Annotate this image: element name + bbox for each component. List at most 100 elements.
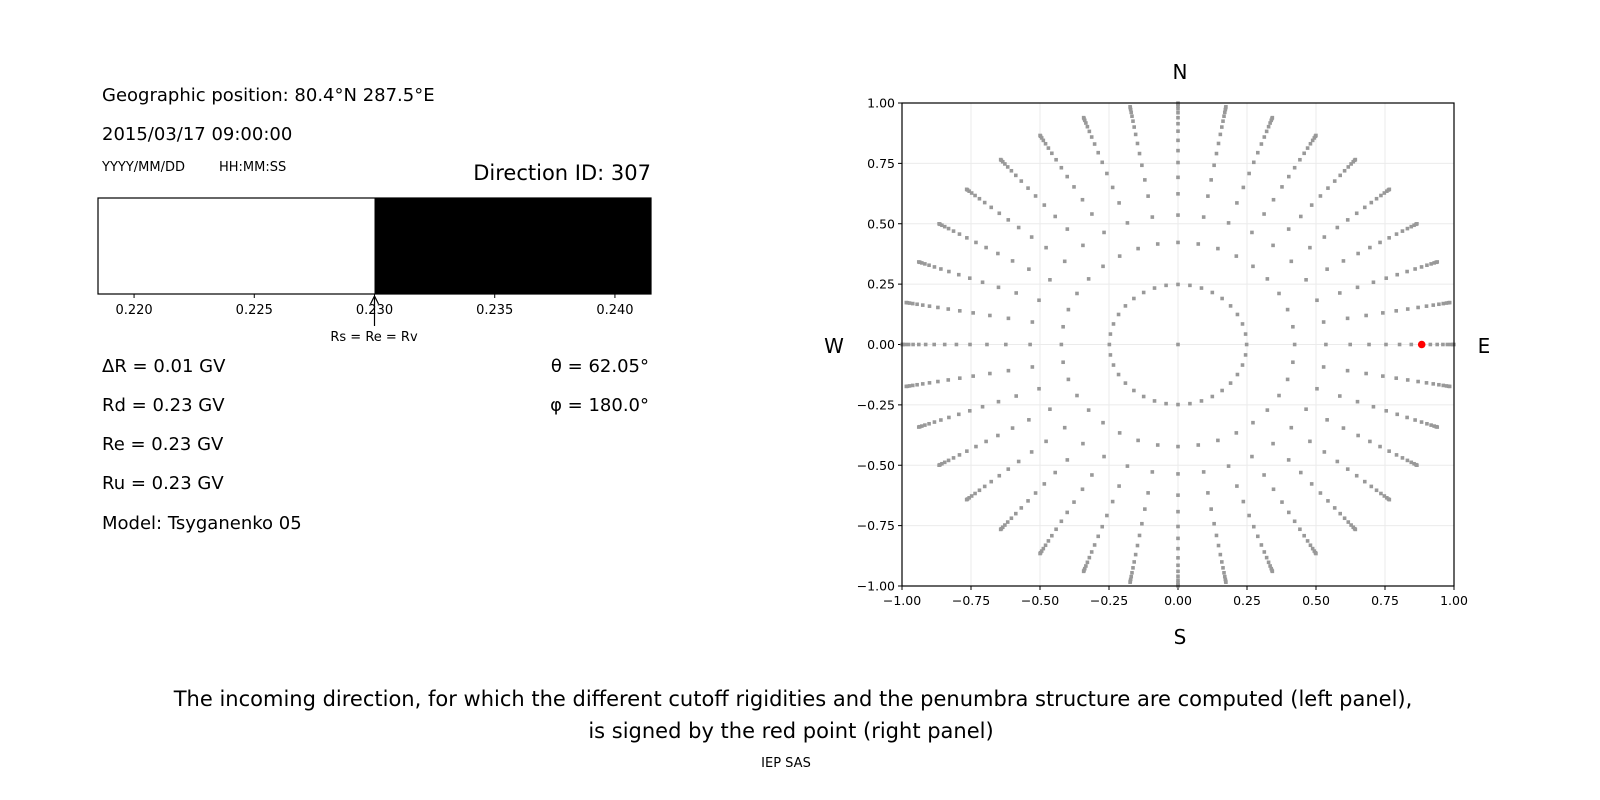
direction-point [1374, 196, 1379, 201]
direction-point [1117, 201, 1121, 205]
direction-point [1125, 221, 1130, 225]
direction-point [911, 342, 915, 347]
direction-point [1080, 197, 1085, 202]
direction-point [1210, 290, 1215, 295]
direction-point [1102, 454, 1106, 459]
direction-point [1268, 121, 1272, 125]
direction-point [1235, 201, 1239, 205]
direction-point [939, 418, 943, 422]
direction-point [1043, 141, 1048, 146]
direction-point [1243, 353, 1248, 357]
direction-point [1006, 218, 1011, 222]
direction-point [1044, 439, 1048, 444]
direction-point [1105, 513, 1109, 518]
direction-point [1105, 171, 1109, 176]
direction-point [1369, 200, 1374, 205]
ru-value: Ru = 0.23 GV [102, 473, 224, 494]
direction-point [1277, 291, 1281, 296]
direction-point [1255, 150, 1260, 155]
direction-point [1356, 433, 1360, 438]
direction-point [1415, 222, 1419, 226]
direction-point [937, 222, 941, 226]
direction-point [1137, 151, 1142, 156]
direction-point [974, 240, 978, 245]
direction-point [1123, 381, 1128, 385]
direction-point [1030, 365, 1035, 369]
date-format-label: YYYY/MM/DD [102, 160, 185, 175]
direction-point [1251, 160, 1256, 165]
direction-point [1084, 564, 1088, 568]
direction-point [1199, 286, 1204, 290]
direction-point [1318, 194, 1323, 198]
direction-point [1250, 454, 1254, 459]
direction-point [1176, 138, 1180, 143]
direction-point [1222, 570, 1226, 575]
direction-point [1096, 534, 1101, 539]
direction-point [1322, 235, 1327, 239]
direction-point [1429, 262, 1433, 266]
direction-point [1053, 214, 1058, 219]
direction-point [1143, 178, 1147, 182]
direction-point [1314, 551, 1318, 556]
direction-point [923, 423, 927, 427]
direction-point [1206, 491, 1210, 495]
direction-point [1046, 539, 1051, 543]
direction-point [1247, 171, 1251, 176]
direction-point [1259, 142, 1264, 146]
direction-point [967, 409, 972, 413]
direction-point [1251, 264, 1255, 269]
direction-point [1346, 165, 1351, 169]
direction-point [965, 449, 969, 453]
direction-point [1117, 484, 1121, 488]
direction-point [1309, 482, 1314, 486]
direction-point [1028, 342, 1032, 347]
direction-point [920, 382, 925, 386]
direction-point [1381, 311, 1385, 315]
direction-point [1223, 577, 1228, 582]
caption-line-2: is signed by the red point (right panel) [588, 719, 994, 743]
direction-point [1111, 322, 1116, 326]
direction-point [1054, 157, 1058, 162]
direction-point [1394, 376, 1399, 380]
direction-point [1321, 365, 1326, 369]
direction-point [1101, 420, 1105, 425]
direction-point [1019, 179, 1024, 183]
direction-point [1096, 150, 1101, 155]
direction-point [936, 379, 940, 384]
direction-point [1042, 203, 1047, 207]
direction-point [1325, 267, 1329, 271]
y-tick-label: 0.00 [867, 337, 895, 352]
direction-point [1164, 401, 1168, 406]
direction-point [932, 420, 937, 424]
direction-point [1348, 342, 1352, 347]
x-tick-label: −0.25 [1090, 593, 1128, 608]
direction-point [1041, 138, 1046, 143]
direction-point [1014, 291, 1018, 295]
direction-point [1201, 215, 1206, 219]
direction-point [1416, 305, 1420, 310]
direction-point [1280, 500, 1284, 504]
direction-point [1062, 259, 1067, 264]
direction-point [1224, 580, 1228, 585]
direction-point [1431, 303, 1436, 307]
direction-point [1387, 449, 1391, 453]
direction-point [1141, 394, 1146, 399]
direction-point [1132, 125, 1136, 129]
direction-point [956, 412, 961, 417]
direction-point [1130, 570, 1134, 575]
delta-r: ΔR = 0.01 GV [102, 356, 226, 377]
direction-point [969, 494, 974, 498]
direction-point [940, 223, 944, 228]
direction-point [903, 342, 908, 347]
direction-point [1059, 519, 1064, 524]
direction-point [1308, 245, 1312, 250]
direction-point [1221, 566, 1225, 570]
direction-point [1222, 574, 1227, 579]
direction-point [1044, 245, 1048, 250]
direction-point [1405, 226, 1410, 231]
direction-point [954, 342, 959, 347]
direction-point [906, 342, 911, 347]
direction-point [1437, 382, 1441, 387]
direction-point [1014, 511, 1018, 516]
direction-point [1043, 543, 1048, 548]
